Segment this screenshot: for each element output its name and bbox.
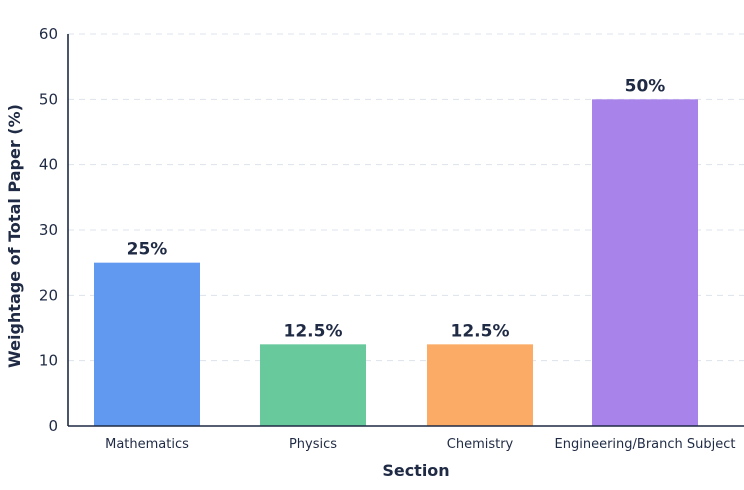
bar-physics	[260, 344, 366, 426]
y-tick-label: 40	[39, 156, 58, 174]
x-tick-label: Physics	[289, 437, 337, 452]
y-tick-label: 10	[39, 352, 58, 370]
x-axis-title: Section	[382, 461, 449, 480]
y-tick-label: 50	[39, 90, 58, 108]
y-tick-label: 20	[39, 286, 58, 304]
axes	[67, 34, 744, 427]
data-labels: 25% 12.5% 12.5% 50%	[127, 76, 666, 341]
data-label: 50%	[625, 76, 666, 96]
bar-engineering-branch-subject	[592, 99, 698, 426]
x-tick-label: Mathematics	[105, 437, 189, 452]
data-label: 12.5%	[451, 321, 510, 341]
x-tick-labels: Mathematics Physics Chemistry Engineering/B…	[105, 437, 735, 452]
y-tick-label: 30	[39, 221, 58, 239]
y-tick-label: 0	[48, 417, 58, 435]
y-axis-title: Weightage of Total Paper (%)	[5, 104, 24, 368]
x-tick-label: Engineering/Branch Subject	[555, 437, 736, 452]
data-label: 12.5%	[284, 321, 343, 341]
bar-mathematics	[94, 262, 200, 426]
y-tick-labels: 0 10 20 30 40 50 60	[39, 25, 58, 435]
bars	[94, 99, 698, 426]
x-tick-label: Chemistry	[447, 437, 514, 452]
data-label: 25%	[127, 240, 168, 260]
y-tick-label: 60	[39, 25, 58, 43]
bar-chemistry	[427, 344, 533, 426]
